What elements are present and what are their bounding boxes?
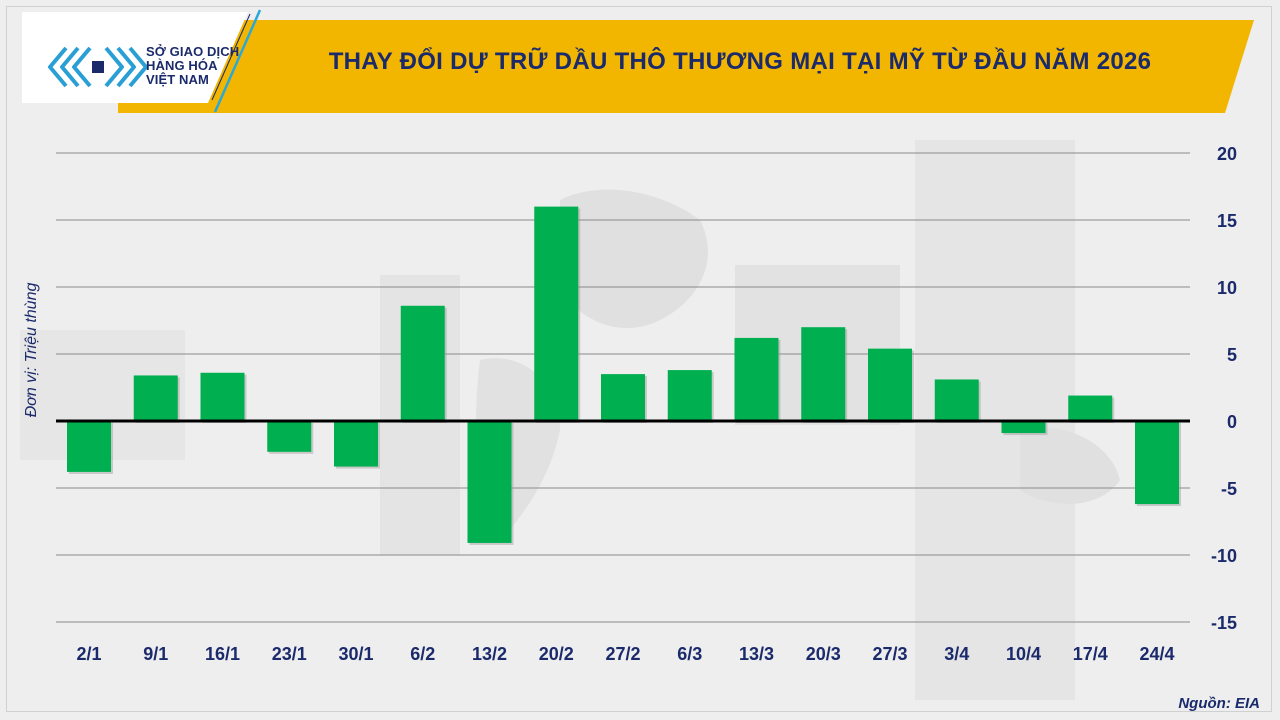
x-tick-label: 20/3 xyxy=(806,644,841,664)
bar xyxy=(868,348,912,421)
source-note: Nguồn: EIA xyxy=(1178,695,1260,712)
logo-text-line-3: VIỆT NAM xyxy=(146,72,209,87)
exchange-logo: SỞ GIAO DỊCH HÀNG HÓA VIỆT NAM xyxy=(40,36,250,106)
bar xyxy=(467,421,512,543)
bar xyxy=(601,374,645,421)
chevron-logo-icon xyxy=(48,46,148,88)
x-tick-label: 27/2 xyxy=(605,644,640,664)
x-tick-label: 27/3 xyxy=(872,644,907,664)
bar xyxy=(801,327,846,421)
chart-title: THAY ĐỔI DỰ TRỮ DẦU THÔ THƯƠNG MẠI TẠI M… xyxy=(328,48,1152,75)
x-tick-label: 10/4 xyxy=(1006,644,1041,664)
bar xyxy=(400,305,445,421)
bar xyxy=(734,337,779,421)
bar xyxy=(267,421,312,452)
bar xyxy=(934,379,979,421)
bar xyxy=(334,421,378,467)
x-tick-label: 24/4 xyxy=(1139,644,1174,664)
y-axis-label: Đơn vị: Triệu thùng xyxy=(23,282,40,418)
x-tick-label: 13/3 xyxy=(739,644,774,664)
y-tick-label: -15 xyxy=(1211,613,1237,633)
logo-text-line-1: SỞ GIAO DỊCH xyxy=(146,44,240,59)
y-tick-label: 15 xyxy=(1217,211,1237,231)
y-tick-label: 10 xyxy=(1217,278,1237,298)
bar xyxy=(1068,395,1113,421)
x-tick-label: 30/1 xyxy=(338,644,373,664)
x-tick-label: 20/2 xyxy=(539,644,574,664)
x-tick-label: 2/1 xyxy=(76,644,101,664)
bar xyxy=(534,206,579,421)
bar xyxy=(67,421,111,472)
bar xyxy=(133,375,178,421)
chart-frame xyxy=(6,6,1272,712)
x-tick-label: 6/3 xyxy=(677,644,702,664)
header-banner xyxy=(22,9,1254,113)
bar xyxy=(667,370,712,421)
x-tick-label: 17/4 xyxy=(1073,644,1108,664)
x-tick-label: 16/1 xyxy=(205,644,240,664)
bar xyxy=(200,372,245,421)
x-tick-label: 13/2 xyxy=(472,644,507,664)
y-tick-label: -5 xyxy=(1221,479,1237,499)
y-tick-label: 20 xyxy=(1217,144,1237,164)
logo-text-line-2: HÀNG HÓA xyxy=(146,58,218,73)
x-tick-label: 9/1 xyxy=(143,644,168,664)
y-tick-label: 5 xyxy=(1227,345,1237,365)
bar xyxy=(1135,421,1179,505)
x-tick-label: 23/1 xyxy=(272,644,307,664)
y-tick-label: -10 xyxy=(1211,546,1237,566)
x-tick-label: 3/4 xyxy=(944,644,969,664)
y-tick-label: 0 xyxy=(1227,412,1237,432)
bar xyxy=(1001,421,1046,434)
x-tick-label: 6/2 xyxy=(410,644,435,664)
